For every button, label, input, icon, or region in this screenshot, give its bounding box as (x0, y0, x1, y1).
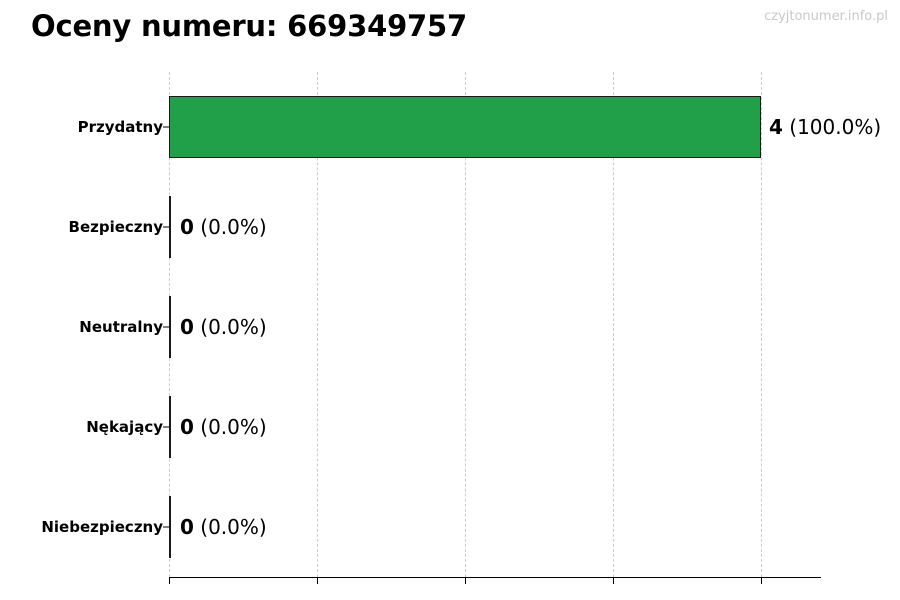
bar-nekajacy[interactable] (169, 396, 171, 458)
category-label: Przydatny (77, 118, 163, 136)
bar-value-label: 4 (100.0%) (769, 115, 881, 139)
chart-row: Neutralny 0 (0.0%) (0, 277, 900, 377)
x-axis-tick-0 (169, 578, 170, 584)
bar-value-count: 0 (180, 415, 194, 439)
bar-value-percent: (100.0%) (789, 115, 882, 139)
x-axis-tick-2 (465, 578, 466, 584)
bar-value-percent: (0.0%) (200, 515, 267, 539)
y-axis-tick (163, 426, 169, 428)
bar-przydatny[interactable] (169, 96, 761, 158)
page-title: Oceny numeru: 669349757 (31, 9, 467, 43)
bar-value-label: 0 (0.0%) (180, 215, 267, 239)
bar-bezpieczny[interactable] (169, 196, 171, 258)
category-label: Bezpieczny (68, 218, 163, 236)
gridline-x-4 (761, 72, 762, 577)
x-axis-tick-1 (317, 578, 318, 584)
bar-value-count: 0 (180, 315, 194, 339)
bar-value-count: 0 (180, 215, 194, 239)
category-label: Niebezpieczny (41, 518, 163, 536)
y-axis-tick (163, 126, 169, 128)
bar-niebezpieczny[interactable] (169, 496, 171, 558)
x-axis-tick-3 (613, 578, 614, 584)
bar-value-label: 0 (0.0%) (180, 415, 267, 439)
chart-row: Bezpieczny 0 (0.0%) (0, 177, 900, 277)
site-watermark: czyjtonumer.info.pl (764, 9, 888, 24)
bar-value-count: 4 (769, 115, 783, 139)
bar-neutralny[interactable] (169, 296, 171, 358)
chart-row: Niebezpieczny 0 (0.0%) (0, 477, 900, 577)
category-label: Nękający (86, 418, 163, 436)
bar-value-count: 0 (180, 515, 194, 539)
gridline-x-1 (317, 72, 318, 577)
gridline-x-2 (465, 72, 466, 577)
chart-row: Przydatny 4 (100.0%) (0, 77, 900, 177)
bar-value-percent: (0.0%) (200, 315, 267, 339)
x-axis-line (169, 577, 821, 578)
y-axis-tick (163, 326, 169, 328)
y-axis-tick (163, 526, 169, 528)
chart-row: Nękający 0 (0.0%) (0, 377, 900, 477)
bar-value-label: 0 (0.0%) (180, 315, 267, 339)
gridline-x-3 (613, 72, 614, 577)
x-axis-tick-4 (761, 578, 762, 584)
bar-value-label: 0 (0.0%) (180, 515, 267, 539)
category-label: Neutralny (79, 318, 163, 336)
bar-value-percent: (0.0%) (200, 215, 267, 239)
y-axis-tick (163, 226, 169, 228)
bar-value-percent: (0.0%) (200, 415, 267, 439)
